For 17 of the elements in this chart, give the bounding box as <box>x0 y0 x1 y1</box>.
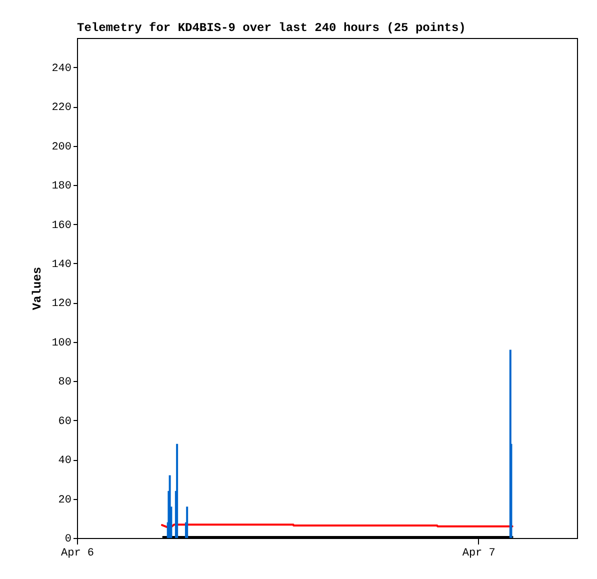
y-tick-label: 200 <box>52 141 72 154</box>
x-tick-label: Apr 6 <box>60 548 94 560</box>
chart-title: Telemetry for KD4BIS-9 over last 240 hours (25 points) <box>77 21 466 35</box>
y-tick-label: 220 <box>52 102 72 114</box>
x-tick-label: Apr 7 <box>462 548 496 560</box>
y-tick-label: 60 <box>58 416 72 428</box>
y-axis-title: Values <box>30 266 45 310</box>
y-tick-label: 180 <box>52 180 72 193</box>
y-tick-label: 0 <box>64 534 72 546</box>
y-tick-label: 80 <box>58 376 72 389</box>
y-tick-label: 140 <box>52 258 72 271</box>
y-tick-label: 120 <box>52 298 72 310</box>
y-tick-label: 240 <box>52 62 72 75</box>
y-tick-label: 100 <box>52 337 72 350</box>
y-tick-label: 40 <box>58 455 72 468</box>
y-tick-label: 160 <box>52 220 72 232</box>
y-tick-label: 20 <box>58 494 72 506</box>
